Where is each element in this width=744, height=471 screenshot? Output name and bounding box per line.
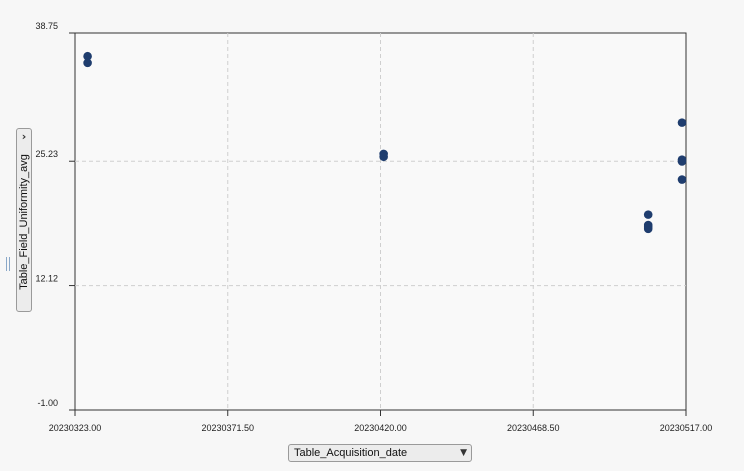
data-point [677,118,687,127]
chevron-down-icon[interactable]: ▼ [460,448,467,458]
x-tick-label: 20230517.00 [660,423,713,433]
chevron-right-icon[interactable]: › [21,130,27,143]
x-axis-label: Table_Acquisition_date [294,447,408,459]
x-tick-label: 20230420.00 [354,423,407,433]
data-point [677,175,687,184]
y-tick-label: 38.75 [35,21,58,31]
grid-lines [75,33,686,410]
data-points [83,51,687,234]
data-point [379,152,388,162]
data-point [677,157,687,166]
x-axis-selector[interactable]: Table_Acquisition_date ▼ [288,444,472,462]
y-tick-label: 12.12 [35,274,58,284]
x-tick-label: 20230323.00 [49,423,102,433]
x-tick-label: 20230468.50 [507,423,560,433]
resize-handle[interactable] [6,257,10,271]
data-point [83,51,92,61]
plot-area [74,32,687,411]
data-point [643,210,653,219]
axes: 20230323.00 20230371.50 20230420.00 2023046… [35,21,712,433]
y-tick-label: 25.23 [35,149,58,159]
data-point [83,58,92,68]
data-point [643,222,653,232]
y-axis-label: Table_Field_Uniformity_avg [18,154,30,290]
y-axis-selector[interactable]: › Table_Field_Uniformity_avg [16,128,32,312]
y-tick-label: -1.00 [37,398,58,408]
x-tick-label: 20230371.50 [201,423,254,433]
